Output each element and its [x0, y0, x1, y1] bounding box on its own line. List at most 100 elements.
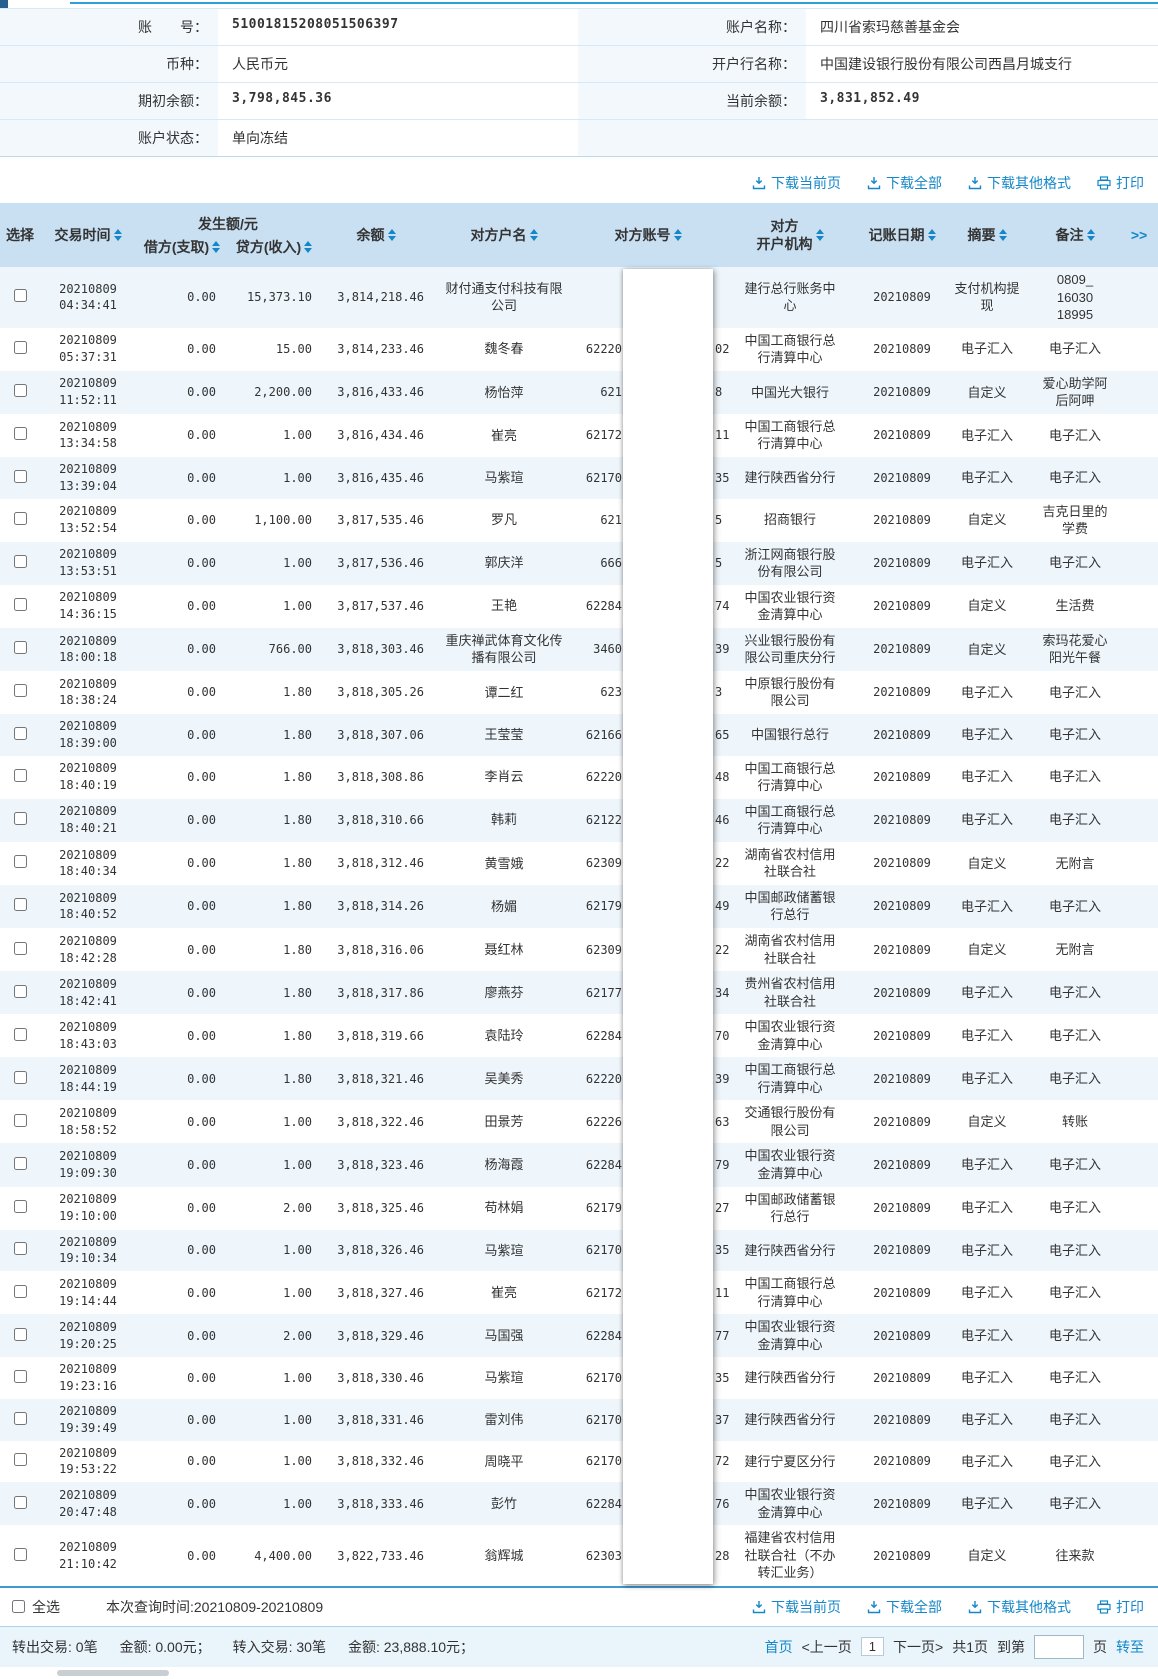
row-checkbox[interactable]: [13, 941, 27, 955]
cell-summary: 电子汇入: [960, 769, 1013, 785]
col-header-debit[interactable]: 借方(支取): [136, 237, 228, 257]
row-checkbox[interactable]: [13, 1242, 27, 1256]
download-all-link[interactable]: 下载全部: [867, 173, 942, 193]
col-header-transaction-time[interactable]: 交易时间: [40, 203, 136, 267]
cell-credit: 1.80: [283, 1071, 312, 1086]
row-checkbox[interactable]: [13, 469, 27, 483]
row-select-cell: [0, 340, 40, 358]
row-checkbox[interactable]: [13, 1453, 27, 1467]
download-other-format-link[interactable]: 下载其他格式: [968, 173, 1071, 193]
cell-counterparty-name: 杨媚: [490, 898, 517, 914]
table-body: 20210809 04:34:41 0.00 15,373.10 3,814,21…: [0, 267, 1158, 1586]
download-all-link[interactable]: 下载全部: [867, 1597, 942, 1617]
col-header-counterparty-account[interactable]: 对方账号: [576, 203, 720, 267]
row-checkbox[interactable]: [13, 641, 27, 655]
row-checkbox[interactable]: [13, 1495, 27, 1509]
cell-transaction-time: 20210809 14:36:15: [59, 590, 117, 622]
download-other-format-link[interactable]: 下载其他格式: [968, 1597, 1071, 1617]
goto-page-input[interactable]: [1034, 1634, 1084, 1659]
row-checkbox[interactable]: [13, 769, 27, 783]
col-header-amount-group: 发生额/元 借方(支取) 贷方(收入): [136, 203, 320, 267]
row-checkbox[interactable]: [13, 1370, 27, 1384]
row-checkbox[interactable]: [13, 726, 27, 740]
horizontal-scrollbar: [0, 1666, 1158, 1679]
cell-summary: 电子汇入: [960, 1284, 1013, 1300]
col-header-counterparty-bank[interactable]: 对方 开户机构: [720, 203, 860, 267]
row-checkbox[interactable]: [13, 1284, 27, 1298]
horizontal-scrollbar-thumb[interactable]: [57, 1669, 169, 1676]
col-header-counterparty-name[interactable]: 对方户名: [432, 203, 576, 267]
cell-credit: 1.00: [283, 1454, 312, 1469]
col-header-posting-date[interactable]: 记账日期: [860, 203, 944, 267]
row-checkbox[interactable]: [13, 512, 27, 526]
cell-debit: 0.00: [187, 470, 216, 485]
row-checkbox[interactable]: [13, 812, 27, 826]
download-current-page-link[interactable]: 下载当前页: [752, 1597, 841, 1617]
cell-counterparty-bank: 中国农业银行资金清算中心: [744, 1019, 836, 1052]
row-checkbox[interactable]: [13, 1156, 27, 1170]
select-all-checkbox[interactable]: [12, 1600, 25, 1614]
cell-counterparty-name: 李肖云: [484, 769, 524, 785]
prev-page-link[interactable]: <上一页: [801, 1638, 852, 1655]
sort-arrows-icon[interactable]: [673, 229, 682, 241]
cell-balance: 3,817,537.46: [337, 599, 424, 614]
sort-arrows-icon[interactable]: [113, 229, 122, 241]
cell-debit: 0.00: [187, 428, 216, 443]
row-checkbox[interactable]: [13, 1200, 27, 1214]
cell-transaction-time: 20210809 19:09:30: [59, 1149, 117, 1180]
row-checkbox[interactable]: [13, 1411, 27, 1425]
cell-remark: 电子汇入: [1048, 1027, 1101, 1043]
download-current-page-link[interactable]: 下载当前页: [752, 173, 841, 193]
account-number-label: 账 号：: [138, 19, 208, 35]
sort-arrows-icon[interactable]: [304, 240, 313, 253]
account-redaction-overlay: [623, 269, 713, 1584]
table-row: 20210809 18:58:52 0.00 1.00 3,818,322.46 …: [0, 1100, 1158, 1143]
row-select-cell: [0, 1369, 40, 1387]
more-columns-button[interactable]: >>: [1130, 226, 1148, 243]
cell-balance: 3,818,330.46: [337, 1371, 424, 1386]
row-checkbox[interactable]: [13, 289, 27, 303]
next-page-link[interactable]: 下一页>: [893, 1638, 944, 1655]
cell-credit: 1.00: [283, 470, 312, 485]
row-select-cell: [0, 1452, 40, 1470]
cell-counterparty-name: 重庆禅武体育文化传播有限公司: [445, 632, 563, 666]
cell-balance: 3,816,434.46: [337, 428, 424, 443]
col-header-balance[interactable]: 余额: [320, 203, 432, 267]
sort-arrows-icon[interactable]: [387, 229, 396, 241]
goto-page-button[interactable]: 转至: [1116, 1638, 1144, 1655]
row-checkbox[interactable]: [13, 898, 27, 912]
col-header-summary[interactable]: 摘要: [944, 203, 1030, 267]
row-checkbox[interactable]: [13, 341, 27, 355]
sort-arrows-icon[interactable]: [1086, 229, 1095, 241]
sort-arrows-icon[interactable]: [212, 240, 221, 253]
print-link[interactable]: 打印: [1097, 1597, 1144, 1617]
cell-credit: 1.80: [283, 1028, 312, 1043]
row-checkbox[interactable]: [13, 984, 27, 998]
cell-transaction-time: 20210809 21:10:42: [59, 1539, 117, 1571]
sort-arrows-icon[interactable]: [998, 229, 1007, 241]
cell-debit: 0.00: [187, 1285, 216, 1300]
row-checkbox[interactable]: [13, 1547, 27, 1561]
cell-transaction-time: 20210809 20:47:48: [59, 1487, 117, 1519]
sort-arrows-icon[interactable]: [529, 229, 538, 241]
col-header-credit[interactable]: 贷方(收入): [228, 237, 320, 257]
row-checkbox[interactable]: [13, 427, 27, 441]
row-checkbox[interactable]: [13, 598, 27, 612]
col-header-remark[interactable]: 备注: [1030, 203, 1120, 267]
sort-arrows-icon[interactable]: [927, 229, 936, 241]
row-checkbox[interactable]: [13, 1113, 27, 1127]
cell-counterparty-bank: 中国工商银行总行清算中心: [744, 1276, 836, 1309]
row-checkbox[interactable]: [13, 1027, 27, 1041]
first-page-link[interactable]: 首页: [764, 1638, 793, 1655]
row-checkbox[interactable]: [13, 684, 27, 698]
row-checkbox[interactable]: [13, 555, 27, 569]
row-checkbox[interactable]: [13, 384, 27, 398]
print-link[interactable]: 打印: [1097, 173, 1144, 193]
cell-counterparty-account: 62284 77: [585, 1328, 730, 1343]
row-checkbox[interactable]: [13, 855, 27, 869]
row-checkbox[interactable]: [13, 1070, 27, 1084]
cell-remark: 往来款: [1055, 1547, 1095, 1563]
sort-arrows-icon[interactable]: [815, 229, 824, 241]
outgoing-amount-text: 金额: 0.00元；: [119, 1638, 211, 1655]
row-checkbox[interactable]: [13, 1327, 27, 1341]
